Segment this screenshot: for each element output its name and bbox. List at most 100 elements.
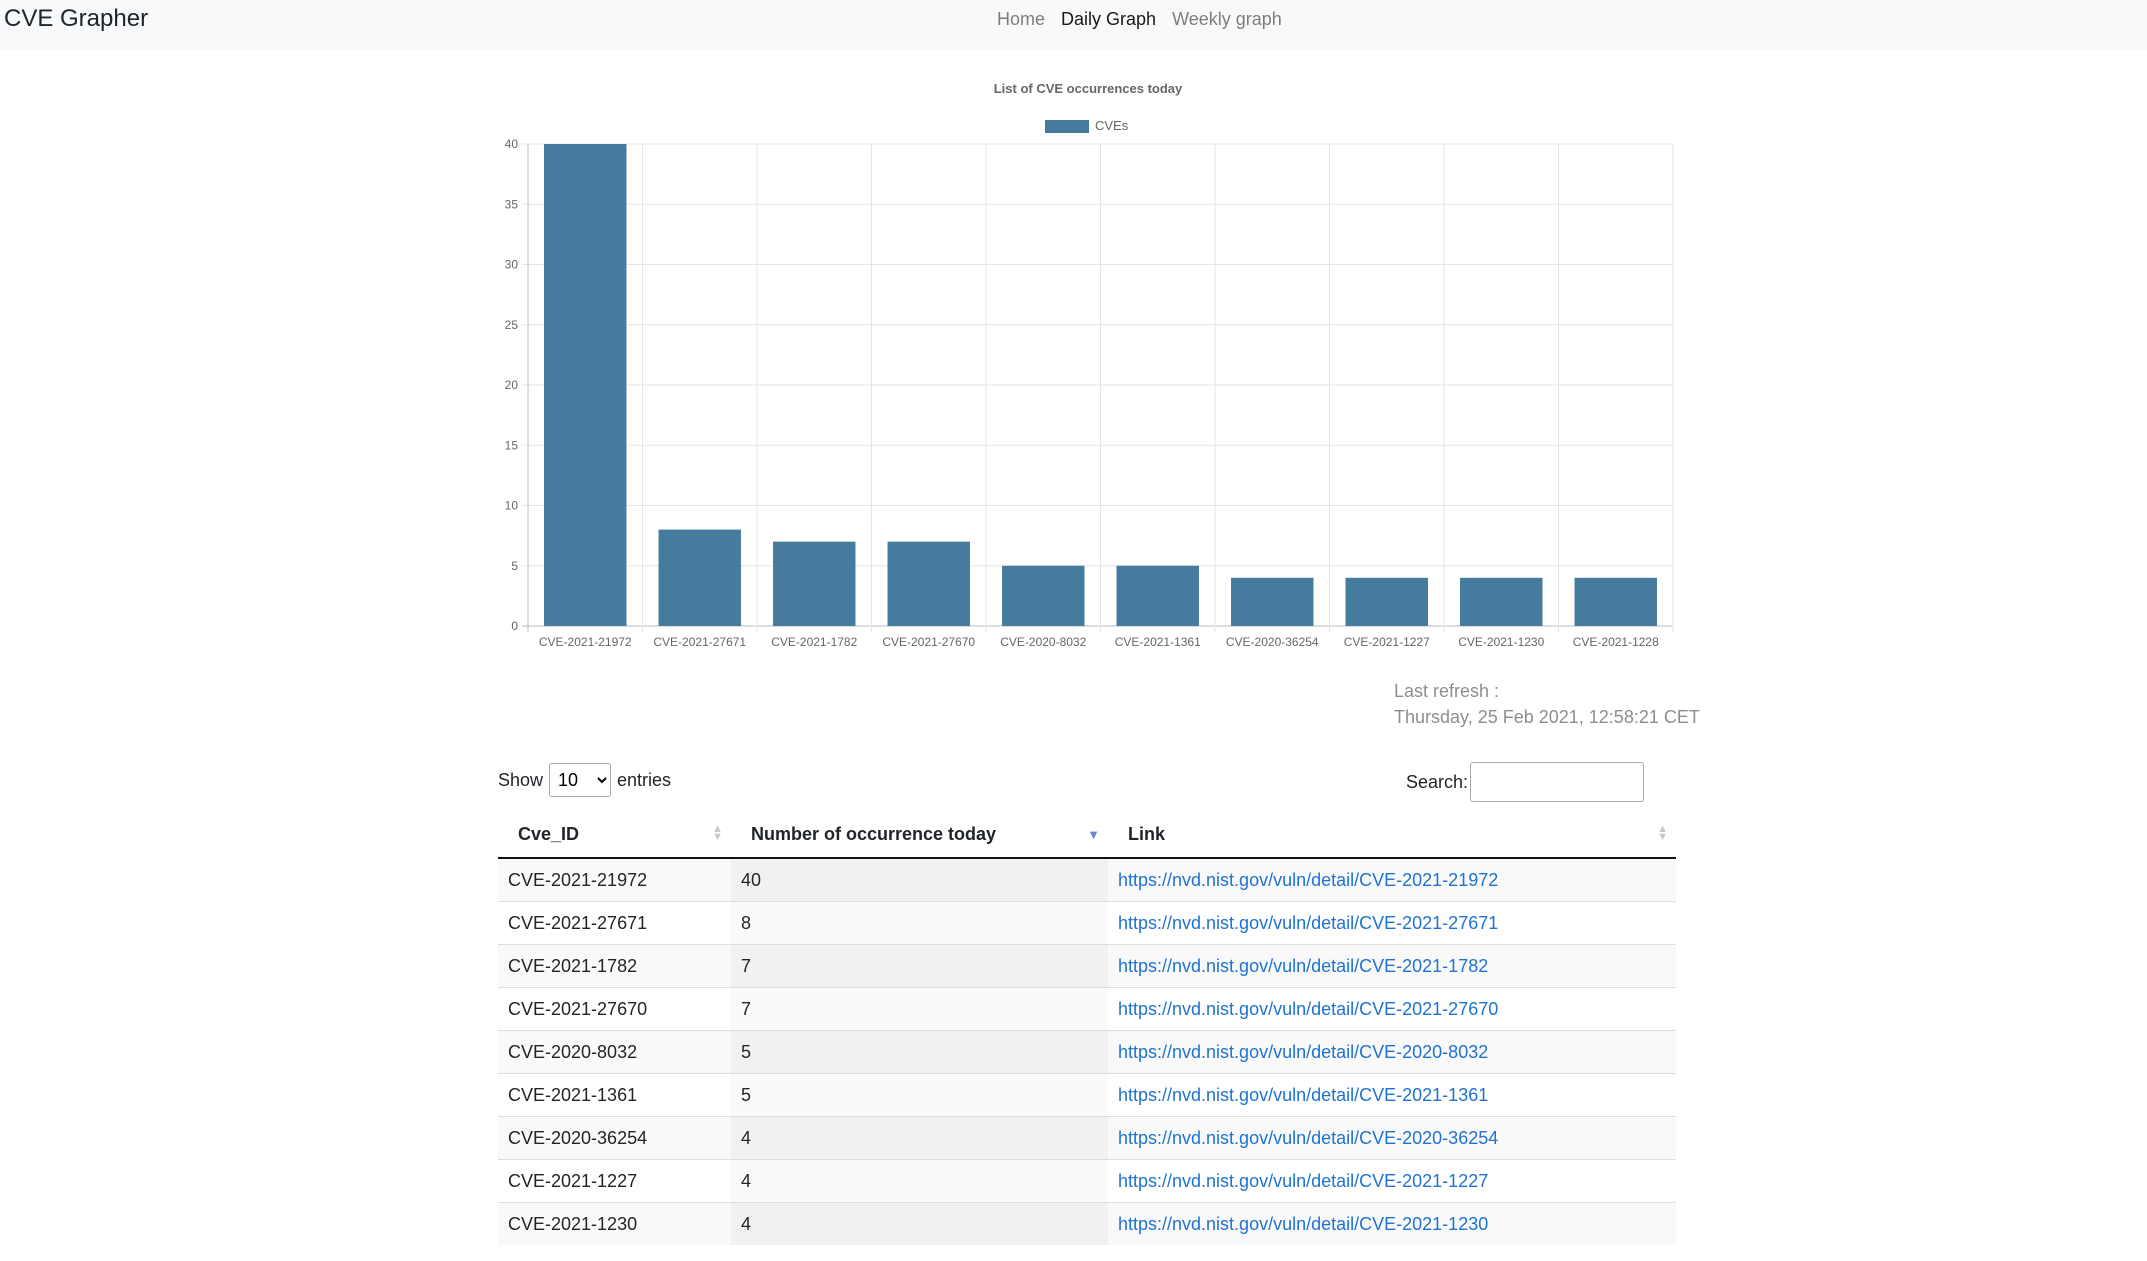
column-header-cve-id[interactable]: Cve_ID ▲ ▼ bbox=[498, 812, 731, 859]
nav-link-weekly-graph[interactable]: Weekly graph bbox=[1172, 9, 1282, 29]
bar-cve-2021-27670[interactable] bbox=[887, 541, 970, 626]
x-tick-label: CVE-2021-1230 bbox=[1458, 635, 1544, 649]
link-cell: https://nvd.nist.gov/vuln/detail/CVE-202… bbox=[1108, 944, 1676, 988]
sort-both-icon: ▲ ▼ bbox=[1657, 823, 1668, 843]
chart-x-ticks: CVE-2021-21972 CVE-2021-27671 CVE-2021-178… bbox=[539, 635, 1659, 649]
chart-title: List of CVE occurrences today bbox=[994, 81, 1183, 96]
nvd-link[interactable]: https://nvd.nist.gov/vuln/detail/CVE-202… bbox=[1118, 869, 1499, 890]
link-cell: https://nvd.nist.gov/vuln/detail/CVE-202… bbox=[1108, 901, 1676, 945]
link-cell: https://nvd.nist.gov/vuln/detail/CVE-202… bbox=[1108, 1030, 1676, 1074]
bar-cve-2021-1782[interactable] bbox=[773, 541, 856, 626]
search-input[interactable] bbox=[1470, 762, 1645, 802]
navbar: CVE Grapher Home Daily Graph Weekly grap… bbox=[0, 0, 2147, 49]
search-control: Search: bbox=[1406, 762, 1645, 802]
last-refresh-label: Last refresh : bbox=[1394, 681, 1500, 701]
nav-links: Home Daily Graph Weekly graph bbox=[989, 8, 1290, 30]
cve-id-cell: CVE-2021-21972 bbox=[498, 857, 731, 902]
sort-desc-icon: ▼ bbox=[1087, 827, 1100, 842]
bar-cve-2021-21972[interactable] bbox=[544, 144, 627, 626]
y-tick-label: 25 bbox=[505, 318, 519, 332]
cve-id-cell: CVE-2021-27671 bbox=[498, 901, 731, 945]
occurrence-count-cell: 5 bbox=[731, 1073, 1108, 1117]
last-refresh: Last refresh : Thursday, 25 Feb 2021, 12… bbox=[1394, 678, 1700, 730]
table-row: CVE-2020-36254 4 https://nvd.nist.gov/vuln… bbox=[498, 1116, 1676, 1160]
bar-cve-2021-1361[interactable] bbox=[1116, 565, 1199, 626]
legend-label: CVEs bbox=[1095, 118, 1129, 133]
occurrence-count-cell: 8 bbox=[731, 901, 1108, 945]
link-cell: https://nvd.nist.gov/vuln/detail/CVE-202… bbox=[1108, 987, 1676, 1031]
nvd-link[interactable]: https://nvd.nist.gov/vuln/detail/CVE-202… bbox=[1118, 1041, 1489, 1062]
y-tick-label: 10 bbox=[505, 499, 519, 513]
column-header-label: Link bbox=[1128, 824, 1166, 844]
y-tick-label: 20 bbox=[505, 378, 519, 392]
brand-title[interactable]: CVE Grapher bbox=[4, 5, 149, 32]
entries-select[interactable]: 10 bbox=[549, 763, 612, 797]
x-tick-label: CVE-2020-8032 bbox=[1000, 635, 1086, 649]
cve-id-cell: CVE-2021-27670 bbox=[498, 987, 731, 1031]
chart-grid bbox=[522, 143, 1674, 632]
cve-table: Cve_ID ▲ ▼ Number of occurrence today ▼ L… bbox=[498, 812, 1676, 1245]
link-cell: https://nvd.nist.gov/vuln/detail/CVE-202… bbox=[1108, 1073, 1676, 1117]
x-tick-label: CVE-2021-1228 bbox=[1573, 635, 1659, 649]
column-header-link[interactable]: Link ▲ ▼ bbox=[1108, 812, 1676, 859]
show-label: Show bbox=[498, 769, 544, 790]
nvd-link[interactable]: https://nvd.nist.gov/vuln/detail/CVE-202… bbox=[1118, 1213, 1489, 1234]
nvd-link[interactable]: https://nvd.nist.gov/vuln/detail/CVE-202… bbox=[1118, 1170, 1489, 1191]
cve-id-cell: CVE-2020-36254 bbox=[498, 1116, 731, 1160]
y-tick-label: 40 bbox=[505, 137, 519, 151]
y-tick-label: 35 bbox=[505, 197, 519, 211]
y-tick-label: 0 bbox=[511, 619, 518, 633]
x-tick-label: CVE-2021-21972 bbox=[539, 635, 632, 649]
x-tick-label: CVE-2021-1782 bbox=[771, 635, 857, 649]
entries-length-control: Show 10 entries bbox=[498, 763, 671, 797]
bar-cve-2020-8032[interactable] bbox=[1002, 565, 1085, 626]
bar-cve-2020-36254[interactable] bbox=[1231, 577, 1314, 626]
link-cell: https://nvd.nist.gov/vuln/detail/CVE-202… bbox=[1108, 1202, 1676, 1245]
nvd-link[interactable]: https://nvd.nist.gov/vuln/detail/CVE-202… bbox=[1118, 955, 1489, 976]
cve-id-cell: CVE-2021-1227 bbox=[498, 1159, 731, 1203]
occurrence-count-cell: 7 bbox=[731, 987, 1108, 1031]
occurrence-count-cell: 40 bbox=[731, 857, 1108, 902]
nvd-link[interactable]: https://nvd.nist.gov/vuln/detail/CVE-202… bbox=[1118, 1084, 1489, 1105]
x-tick-label: CVE-2021-27670 bbox=[882, 635, 975, 649]
x-tick-label: CVE-2020-36254 bbox=[1226, 635, 1319, 649]
cve-id-cell: CVE-2021-1782 bbox=[498, 944, 731, 988]
link-cell: https://nvd.nist.gov/vuln/detail/CVE-202… bbox=[1108, 1159, 1676, 1203]
cve-id-cell: CVE-2021-1361 bbox=[498, 1073, 731, 1117]
occurrence-count-cell: 4 bbox=[731, 1116, 1108, 1160]
occurrence-count-cell: 4 bbox=[731, 1159, 1108, 1203]
nav-link-daily-graph[interactable]: Daily Graph bbox=[1061, 9, 1157, 29]
bar-cve-2021-1227[interactable] bbox=[1345, 577, 1428, 626]
nvd-link[interactable]: https://nvd.nist.gov/vuln/detail/CVE-202… bbox=[1118, 1127, 1499, 1148]
table-row: CVE-2021-1230 4 https://nvd.nist.gov/vuln/… bbox=[498, 1202, 1676, 1245]
x-tick-label: CVE-2021-1361 bbox=[1115, 635, 1201, 649]
last-refresh-time: Thursday, 25 Feb 2021, 12:58:21 CET bbox=[1394, 707, 1700, 727]
entries-label: entries bbox=[617, 769, 672, 790]
cve-id-cell: CVE-2021-1230 bbox=[498, 1202, 731, 1245]
bar-cve-2021-1228[interactable] bbox=[1574, 577, 1657, 626]
column-header-occurrences[interactable]: Number of occurrence today ▼ bbox=[731, 812, 1108, 859]
occurrence-count-cell: 4 bbox=[731, 1202, 1108, 1245]
nav-link-home[interactable]: Home bbox=[997, 9, 1046, 29]
nvd-link[interactable]: https://nvd.nist.gov/vuln/detail/CVE-202… bbox=[1118, 998, 1499, 1019]
link-cell: https://nvd.nist.gov/vuln/detail/CVE-202… bbox=[1108, 857, 1676, 902]
search-label: Search: bbox=[1406, 771, 1469, 792]
cve-id-cell: CVE-2020-8032 bbox=[498, 1030, 731, 1074]
nvd-link[interactable]: https://nvd.nist.gov/vuln/detail/CVE-202… bbox=[1118, 912, 1499, 933]
y-tick-label: 5 bbox=[511, 559, 518, 573]
table-body: CVE-2021-21972 40 https://nvd.nist.gov/vul… bbox=[498, 857, 1676, 1245]
bar-cve-2021-1230[interactable] bbox=[1460, 577, 1543, 626]
x-tick-label: CVE-2021-27671 bbox=[653, 635, 746, 649]
sort-both-icon: ▲ ▼ bbox=[712, 823, 723, 843]
column-header-label: Cve_ID bbox=[518, 824, 580, 844]
table-row: CVE-2021-21972 40 https://nvd.nist.gov/vul… bbox=[498, 857, 1676, 902]
y-tick-label: 15 bbox=[505, 438, 519, 452]
chart-bars bbox=[544, 144, 1657, 626]
table-row: CVE-2021-1782 7 https://nvd.nist.gov/vuln/… bbox=[498, 944, 1676, 988]
table-row: CVE-2021-1361 5 https://nvd.nist.gov/vuln/… bbox=[498, 1073, 1676, 1117]
table-row: CVE-2021-27671 8 https://nvd.nist.gov/vuln… bbox=[498, 901, 1676, 945]
y-tick-label: 30 bbox=[505, 258, 519, 272]
table-header-row: Cve_ID ▲ ▼ Number of occurrence today ▼ L… bbox=[498, 812, 1676, 859]
bar-cve-2021-27671[interactable] bbox=[658, 529, 741, 626]
table-row: CVE-2020-8032 5 https://nvd.nist.gov/vuln/… bbox=[498, 1030, 1676, 1074]
